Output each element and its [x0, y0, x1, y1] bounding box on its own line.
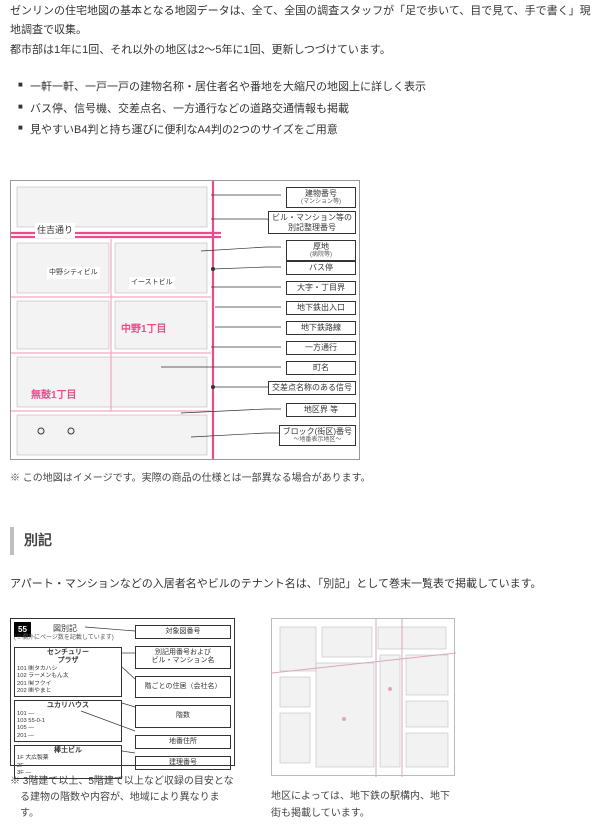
bekki-intro: アパート・マンションなどの入居者名やビルのテナント名は、「別記」として巻末一覧表… [10, 575, 591, 594]
map-legend-item: バス停 [286, 261, 356, 275]
map-district-bottom: 無鼓1丁目 [31, 387, 77, 404]
map-legend-item: 町名 [286, 361, 356, 375]
bekki-row: 55 図別記 (※欄外にページ数を記載しています) センチュリー プラザ 101… [10, 618, 591, 822]
section-heading-bekki: 別記 [10, 527, 591, 555]
bekki-building: ユカリハウス 101 ― 103 55-0-1 105 ― 201 ― [14, 700, 122, 742]
map-caption: ※ この地図はイメージです。実際の商品の仕様とは一部異なる場合があります。 [10, 470, 591, 487]
map-legend-item: 地下鉄出入口 [286, 301, 356, 315]
map-legend-item: 厚地(病院等) [286, 240, 356, 261]
bekki-tag: 別記用番号および ビル・マンション名 [135, 646, 231, 669]
bekki-tag: 地番住所 [135, 735, 231, 749]
map-legend-item: 交差点名称のある信号 [268, 381, 356, 395]
map-legend-item: 地区界 等 [286, 403, 356, 417]
bekki-tag: 階ごとの住居（会社名） [135, 676, 231, 698]
map-legend-item: 一方通行 [286, 341, 356, 355]
station-caption: 地区によっては、地下鉄の駅構内、地下街も掲載しています。 [271, 788, 455, 822]
bekki-tag: 対象図番号 [135, 625, 231, 639]
map-street-label: 住吉通り [35, 223, 75, 238]
map-building-label-2: イーストビル [129, 277, 175, 289]
map-legend-item: 地下鉄路線 [286, 321, 356, 335]
bekki-building: 棒土ビル 1F 大広製薬 2F ― 3F ― [14, 745, 122, 779]
intro-line-2: 都市部は1年に1回、それ以外の地区は2〜5年に1回、更新しつづけています。 [10, 41, 591, 60]
map-figure: 住吉通り 中野シティビル イーストビル 中野1丁目 無鼓1丁目 建物番号(マンシ… [10, 180, 591, 487]
bekki-buildings: センチュリー プラザ 101 ㈱タカハシ 102 ラーメンもん太 201 ㈲フク… [14, 647, 122, 783]
bekki-building: センチュリー プラザ 101 ㈱タカハシ 102 ラーメンもん太 201 ㈲フク… [14, 647, 122, 697]
bekki-tags: 対象図番号 別記用番号および ビル・マンション名 階ごとの住居（会社名） 階数 … [135, 625, 231, 778]
map-district-top: 中野1丁目 [121, 321, 167, 338]
station-svg [272, 619, 456, 777]
map-diagram: 住吉通り 中野シティビル イーストビル 中野1丁目 無鼓1丁目 建物番号(マンシ… [10, 180, 360, 460]
map-legend-item: ブロック(街区)番号〜地番表示地区〜 [279, 425, 356, 446]
bekki-title-sub: (※欄外にページ数を記載しています) [14, 633, 114, 643]
bekki-tag: 階数 [135, 705, 231, 727]
map-legend-item: 大字・丁目界 [286, 281, 356, 295]
intro-line-1: ゼンリンの住宅地図の基本となる地図データは、全て、全国の調査スタッフが「足で歩い… [10, 2, 591, 39]
bekki-legend-diagram: 55 図別記 (※欄外にページ数を記載しています) センチュリー プラザ 101… [10, 618, 235, 766]
station-diagram [271, 618, 455, 776]
bekki-tag: 建理番号 [135, 756, 231, 770]
map-section: 住吉通り 中野シティビル イーストビル 中野1丁目 無鼓1丁目 建物番号(マンシ… [10, 180, 591, 487]
map-legend-item: 建物番号(マンション等) [286, 187, 356, 208]
intro-block: ゼンリンの住宅地図の基本となる地図データは、全て、全国の調査スタッフが「足で歩い… [10, 2, 591, 60]
map-legend-item: ビル・マンション等の 別記整理番号 [268, 211, 356, 234]
map-building-label-1: 中野シティビル [47, 267, 100, 279]
feature-item: 一軒一軒、一戸一戸の建物名称・居住者名や番地を大縮尺の地図上に詳しく表示 [18, 78, 591, 97]
feature-item: 見やすいB4判と持ち運びに便利なA4判の2つのサイズをご用意 [18, 121, 591, 140]
station-figure: 地区によっては、地下鉄の駅構内、地下街も掲載しています。 [271, 618, 455, 822]
feature-list: 一軒一軒、一戸一戸の建物名称・居住者名や番地を大縮尺の地図上に詳しく表示 バス停… [18, 78, 591, 140]
bekki-legend-figure: 55 図別記 (※欄外にページ数を記載しています) センチュリー プラザ 101… [10, 618, 235, 822]
feature-item: バス停、信号機、交差点名、一方通行などの道路交通情報も掲載 [18, 100, 591, 119]
